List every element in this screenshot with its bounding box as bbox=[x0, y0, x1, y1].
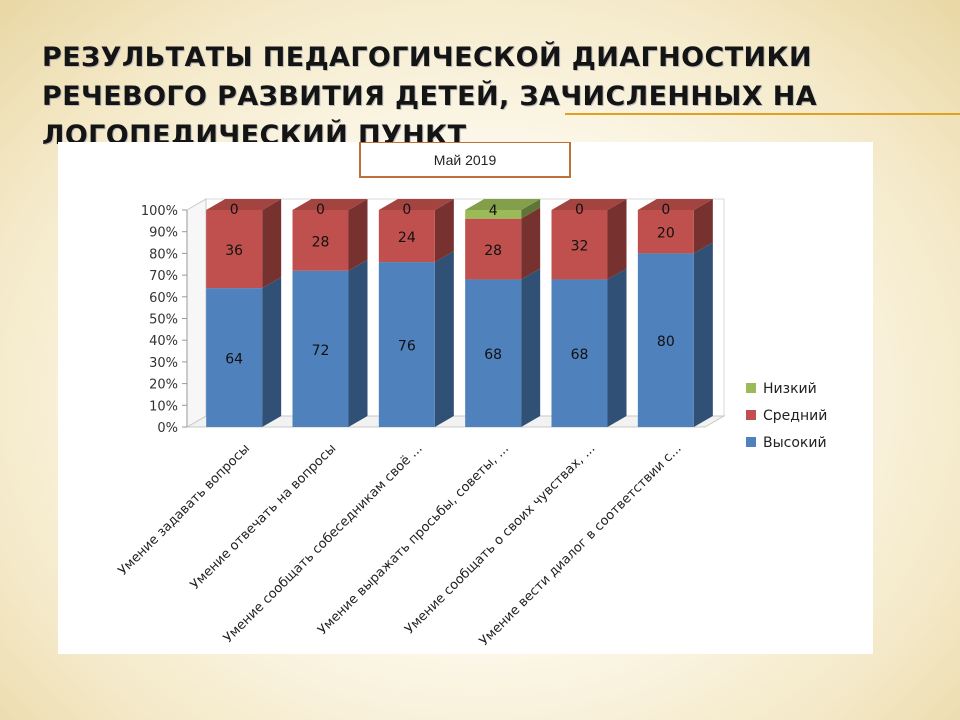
y-tick-label: 20% bbox=[149, 378, 178, 393]
data-label: 72 bbox=[312, 343, 330, 359]
data-label: 32 bbox=[571, 239, 589, 255]
legend-swatch bbox=[746, 383, 756, 393]
bar-side-0 bbox=[348, 259, 368, 427]
bar-stack: 76 24 0 bbox=[378, 199, 454, 427]
title-rule bbox=[565, 113, 960, 115]
bar-top bbox=[378, 199, 454, 210]
bar-segment bbox=[378, 210, 435, 263]
bar-top bbox=[551, 199, 627, 210]
bar-segment bbox=[292, 210, 349, 271]
data-label: 0 bbox=[230, 202, 239, 218]
legend-swatch bbox=[746, 437, 756, 447]
data-label: 76 bbox=[398, 339, 416, 355]
y-tick-label: 80% bbox=[149, 247, 178, 262]
bar-segment bbox=[637, 253, 694, 427]
y-tick-label: 90% bbox=[149, 226, 178, 241]
data-label: 4 bbox=[489, 203, 498, 219]
bar-segment bbox=[292, 270, 349, 427]
bar-stack: 64 36 0 bbox=[206, 199, 282, 427]
data-label: 36 bbox=[225, 243, 243, 259]
x-tick-label: Умение вести диалог в соответствии с... bbox=[477, 441, 685, 649]
bar-stack: 80 20 0 bbox=[637, 199, 713, 427]
data-label: 24 bbox=[398, 230, 416, 246]
bar-top bbox=[637, 199, 713, 210]
bar-segment bbox=[637, 210, 694, 254]
bar-segment bbox=[206, 210, 263, 289]
bar-side-1 bbox=[693, 199, 713, 254]
bar-top bbox=[206, 199, 282, 210]
bar-side-0 bbox=[434, 251, 454, 427]
bar-side-0 bbox=[262, 277, 282, 427]
y-tick-label: 10% bbox=[149, 399, 178, 414]
bar-stack: 72 28 0 bbox=[292, 199, 368, 427]
chart-title-box: Май 2019 bbox=[359, 142, 571, 178]
bar-segment bbox=[465, 210, 522, 219]
bar-side-1 bbox=[262, 199, 282, 289]
y-tick-label: 100% bbox=[141, 204, 178, 219]
bar-segment bbox=[551, 279, 608, 427]
legend-label: Низкий bbox=[763, 381, 817, 397]
data-label: 64 bbox=[225, 352, 243, 368]
legend-label: Средний bbox=[763, 408, 827, 424]
data-label: 0 bbox=[316, 202, 325, 218]
data-label: 0 bbox=[402, 202, 411, 218]
bar-side-1 bbox=[434, 199, 454, 263]
slide-title: РЕЗУЛЬТАТЫ ПЕДАГОГИЧЕСКОЙ ДИАГНОСТИКИ РЕ… bbox=[42, 42, 818, 151]
bar-top bbox=[465, 199, 541, 210]
data-label: 0 bbox=[575, 202, 584, 218]
bar-side-2 bbox=[521, 199, 541, 219]
bar-side-1 bbox=[521, 207, 541, 280]
side-wall bbox=[186, 198, 207, 428]
data-label: 80 bbox=[657, 334, 675, 350]
bar-side-1 bbox=[607, 199, 627, 280]
y-tick-label: 30% bbox=[149, 356, 178, 371]
bar-segment bbox=[551, 210, 608, 280]
bar-top bbox=[292, 199, 368, 210]
y-tick-label: 40% bbox=[149, 334, 178, 349]
x-tick-label: Умение сообщать о своих чувствах, ... bbox=[402, 441, 598, 637]
y-tick-label: 50% bbox=[149, 313, 178, 328]
y-tick-label: 70% bbox=[149, 269, 178, 284]
y-tick-label: 60% bbox=[149, 291, 178, 306]
bar-segment bbox=[206, 288, 263, 427]
bar-side-0 bbox=[521, 268, 541, 427]
legend-label: Высокий bbox=[763, 435, 827, 451]
data-label: 20 bbox=[657, 226, 675, 242]
bars: 64 36 0 72 28 0 76 24 0 68 28 4 68 32 0 80 20 0 bbox=[206, 199, 713, 427]
bar-side-0 bbox=[607, 268, 627, 427]
bar-stack: 68 28 4 bbox=[465, 199, 541, 427]
legend-swatch bbox=[746, 410, 756, 420]
y-axis: 0% 10% 20% 30% 40% 50% 60% 70% 80% 90% 100% bbox=[141, 204, 188, 436]
bar-stack: 68 32 0 bbox=[551, 199, 627, 427]
y-tick-label: 0% bbox=[157, 421, 178, 436]
bar-segment bbox=[465, 279, 522, 427]
x-tick-label: Умение отвечать на вопросы bbox=[188, 441, 340, 593]
bar-side-0 bbox=[693, 242, 713, 427]
x-tick-label: Умение сообщать собеседникам своё ... bbox=[221, 441, 426, 646]
data-label: 28 bbox=[312, 234, 330, 250]
chart-panel: Май 2019 0% 10% 20% 30% 40% 50% 60% 70% 80% 90% 10… bbox=[58, 142, 873, 654]
bar-segment bbox=[465, 218, 522, 280]
bar-side-1 bbox=[348, 199, 368, 271]
data-label: 28 bbox=[484, 243, 502, 259]
bar-segment bbox=[378, 262, 435, 427]
data-label: 0 bbox=[661, 202, 670, 218]
x-tick-label: Умение выражать просьбы, советы, ... bbox=[315, 441, 512, 638]
data-label: 68 bbox=[484, 347, 502, 363]
chart-title: Май 2019 bbox=[434, 152, 497, 168]
legend: Низкий Средний Высокий bbox=[746, 381, 827, 451]
stacked-bar-chart: Май 2019 0% 10% 20% 30% 40% 50% 60% 70% 80% 90% 10… bbox=[116, 142, 827, 649]
data-label: 68 bbox=[571, 347, 589, 363]
